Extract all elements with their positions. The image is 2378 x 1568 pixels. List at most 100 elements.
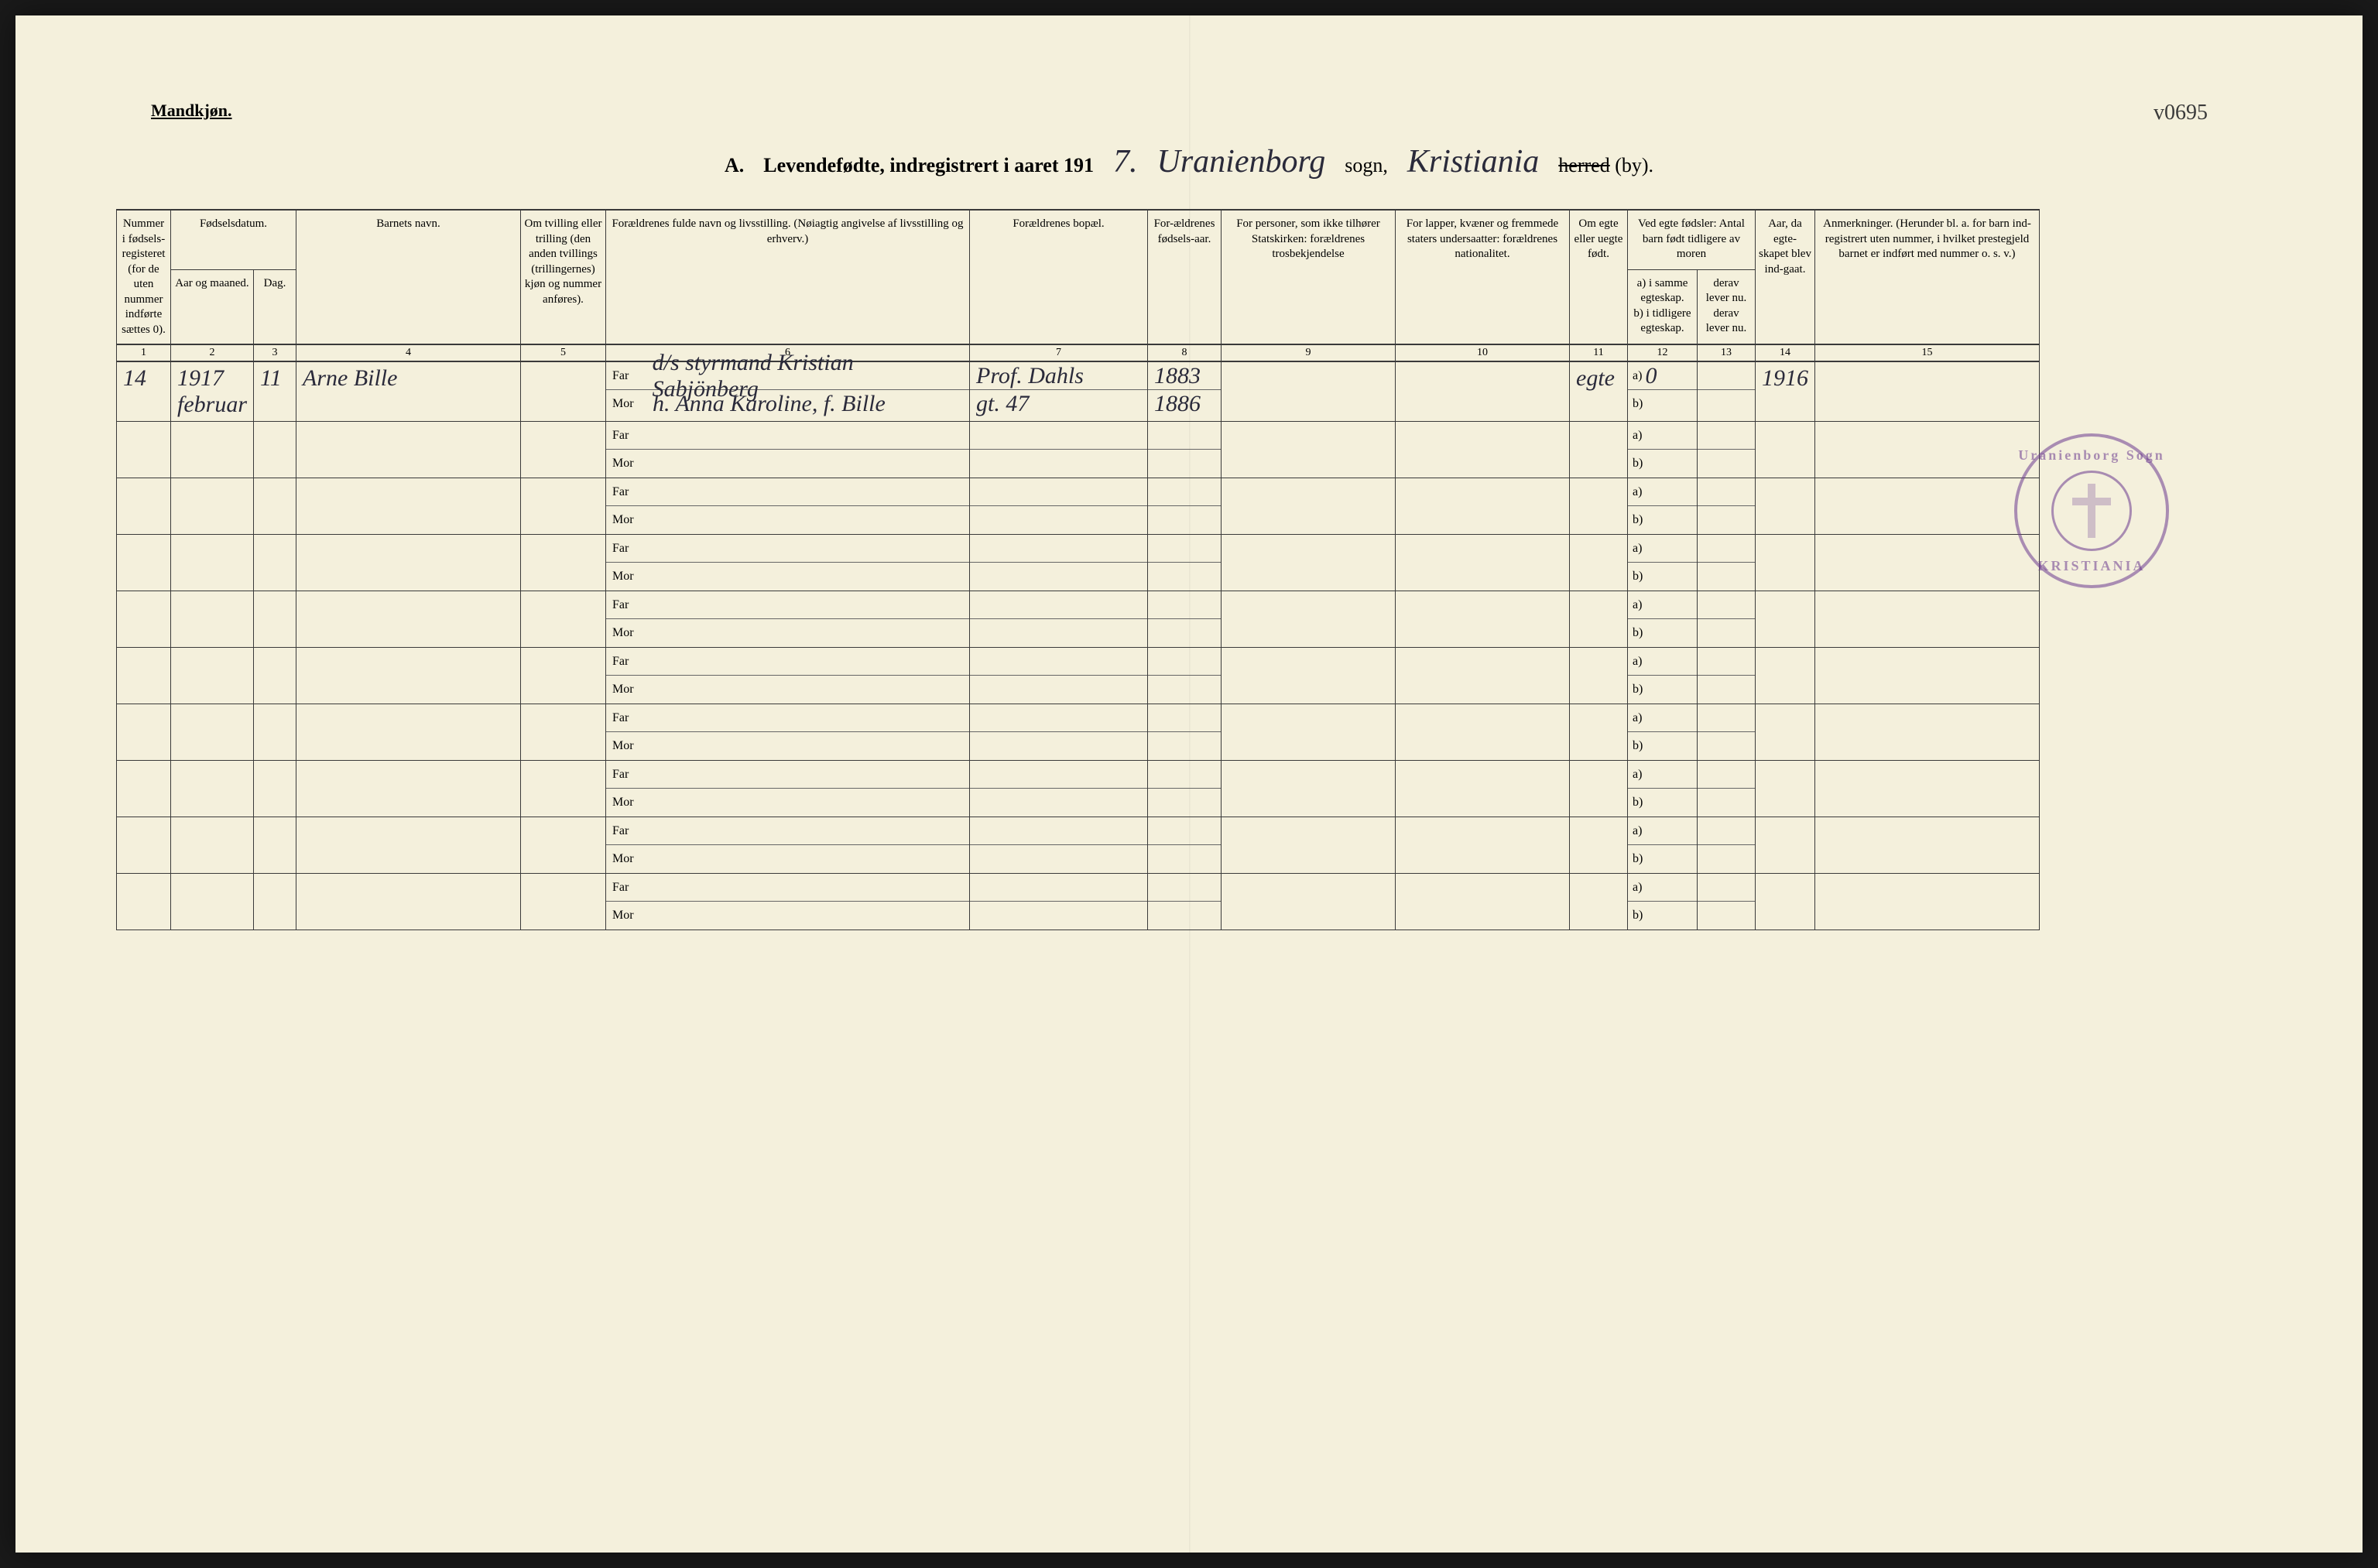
- table-header: Nummer i fødsels-registeret (for de uten…: [117, 210, 2040, 361]
- derav-cell: [1698, 704, 1756, 761]
- table-cell: [117, 591, 171, 648]
- parent-year-cell: [1148, 648, 1222, 704]
- col-8-header: For personer, som ikke tilhører Statskir…: [1222, 210, 1396, 344]
- a-label: a): [1633, 881, 1642, 895]
- table-cell: [254, 874, 296, 930]
- far-label: Far: [612, 542, 643, 556]
- table-cell: [1756, 817, 1815, 874]
- col-12a: derav lever nu.: [1701, 276, 1752, 306]
- table-row: FarMora) b): [117, 817, 2040, 874]
- colnum: 10: [1396, 344, 1570, 361]
- col-11a-b: b) i tidligere egteskap.: [1631, 306, 1694, 337]
- colnum: 1: [117, 344, 171, 361]
- table-row: Far Mor a) b): [117, 478, 2040, 535]
- table-cell: [521, 591, 606, 648]
- derav-cell: [1698, 874, 1756, 930]
- table-cell: [1396, 817, 1570, 874]
- colnum: 4: [296, 344, 521, 361]
- title-prefix: A.: [725, 154, 744, 177]
- table-cell: [117, 535, 171, 591]
- table-cell: [171, 478, 254, 535]
- col-4-header: Om tvilling eller trilling (den anden tv…: [521, 210, 606, 344]
- a-label: a): [1633, 824, 1642, 838]
- ab-cell: a) b): [1628, 704, 1698, 761]
- col-6-header: Forældrenes bopæl.: [970, 210, 1148, 344]
- column-number-row: 1 2 3 4 5 6 7 8 9 10 11 12 13 14 15: [117, 344, 2040, 361]
- ab-cell: a) b): [1628, 478, 1698, 535]
- parents-cell: FarMor: [606, 591, 970, 648]
- parents-cell: FarMor: [606, 648, 970, 704]
- far-label: Far: [612, 485, 643, 499]
- table-cell: [1396, 535, 1570, 591]
- parent-year-cell: [1148, 817, 1222, 874]
- table-cell: [1570, 591, 1628, 648]
- bopael-cell: [970, 817, 1148, 874]
- table-cell: [1570, 648, 1628, 704]
- table-cell: [521, 817, 606, 874]
- bopael-cell: [970, 422, 1148, 478]
- table-cell: [1222, 422, 1396, 478]
- table-cell: [1570, 478, 1628, 535]
- table-cell: [296, 535, 521, 591]
- derav-cell: [1698, 422, 1756, 478]
- table-cell: [1815, 535, 2040, 591]
- b-label: b): [1633, 739, 1643, 753]
- b-label: b): [1633, 683, 1643, 697]
- table-cell: [1222, 648, 1396, 704]
- a-label: a): [1633, 598, 1642, 612]
- by-label: (by).: [1615, 154, 1653, 176]
- a-label: a): [1633, 485, 1642, 499]
- table-cell: [1570, 704, 1628, 761]
- table-cell: [521, 761, 606, 817]
- table-cell: [1815, 422, 2040, 478]
- mor-label: Mor: [612, 739, 643, 753]
- table-cell: [1570, 422, 1628, 478]
- far-label: Far: [612, 655, 643, 669]
- mor-year: 1886: [1154, 391, 1201, 417]
- parent-year-cell: [1148, 478, 1222, 535]
- mor-label: Mor: [612, 570, 643, 584]
- table-row: 141917 februar11Arne BilleFard/s styrman…: [117, 361, 2040, 422]
- far-label: Far: [612, 711, 643, 725]
- table-cell: [521, 478, 606, 535]
- register-page: Mandkjøn. v0695 A. Levendefødte, indregi…: [15, 15, 2363, 1553]
- derav-cell: [1698, 817, 1756, 874]
- table-cell: [1222, 591, 1396, 648]
- b-label: b): [1633, 626, 1643, 640]
- ab-cell: a) b): [1628, 422, 1698, 478]
- a-label: a): [1633, 655, 1642, 669]
- col-2b-header: Dag.: [254, 269, 296, 344]
- table-cell: [521, 422, 606, 478]
- colnum: 15: [1815, 344, 2040, 361]
- a-label: a): [1633, 768, 1642, 782]
- colnum: 14: [1756, 344, 1815, 361]
- ab-cell: a) b): [1628, 817, 1698, 874]
- col-11-group-header: Ved egte fødsler: Antal barn født tidlig…: [1628, 210, 1756, 269]
- colnum: 8: [1148, 344, 1222, 361]
- table-cell: [117, 761, 171, 817]
- mor-label: Mor: [612, 513, 643, 527]
- col-14-header: Anmerkninger. (Herunder bl. a. for barn …: [1815, 210, 2040, 344]
- table-cell: [521, 535, 606, 591]
- table-cell: [296, 478, 521, 535]
- table-cell: [254, 478, 296, 535]
- bopael-cell: [970, 704, 1148, 761]
- table-cell: [171, 422, 254, 478]
- far-label: Far: [612, 768, 643, 782]
- table-cell: [1815, 648, 2040, 704]
- derav-cell: [1698, 591, 1756, 648]
- derav-cell: [1698, 361, 1756, 422]
- table-cell: egte: [1570, 361, 1628, 422]
- parents-cell: Far Mor: [606, 535, 970, 591]
- herred-name: Kristiania: [1407, 143, 1539, 180]
- table-cell: [171, 874, 254, 930]
- herred-by: herred (by).: [1558, 154, 1653, 177]
- a-label: a): [1633, 542, 1642, 556]
- parents-cell: Far Mor: [606, 478, 970, 535]
- table-row: FarMora) b): [117, 535, 2040, 591]
- parent-year-cell: [1148, 422, 1222, 478]
- far-label: Far: [612, 598, 643, 612]
- stamp-text-bottom: KRISTIANIA: [2014, 558, 2169, 574]
- sogn-label: sogn,: [1345, 154, 1388, 177]
- herred-struck: herred: [1558, 154, 1609, 176]
